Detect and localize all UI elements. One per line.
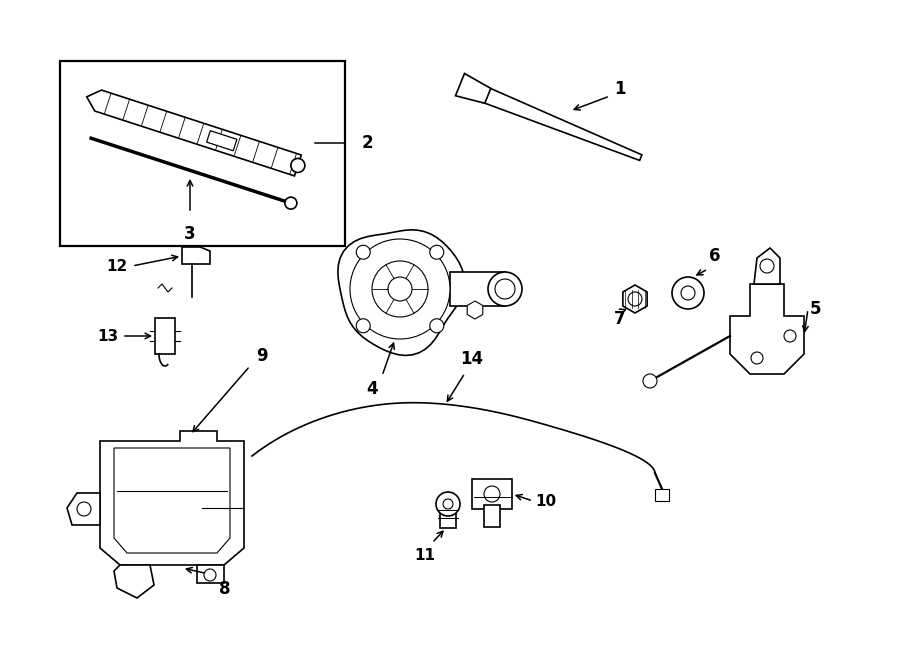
- Circle shape: [484, 486, 500, 502]
- Circle shape: [430, 319, 444, 332]
- Circle shape: [488, 272, 522, 306]
- Polygon shape: [466, 81, 642, 161]
- Circle shape: [436, 492, 460, 516]
- Circle shape: [204, 569, 216, 581]
- Polygon shape: [207, 131, 237, 151]
- Text: 5: 5: [810, 300, 822, 318]
- Polygon shape: [338, 230, 464, 356]
- Polygon shape: [754, 248, 780, 284]
- Circle shape: [443, 499, 453, 509]
- Text: 6: 6: [709, 247, 721, 265]
- Circle shape: [285, 197, 297, 209]
- Circle shape: [760, 259, 774, 273]
- Circle shape: [388, 277, 412, 301]
- Polygon shape: [67, 493, 100, 525]
- Polygon shape: [623, 285, 647, 313]
- Circle shape: [430, 245, 444, 259]
- Circle shape: [628, 292, 642, 306]
- Bar: [484, 505, 500, 527]
- Bar: [655, 489, 669, 501]
- Polygon shape: [197, 565, 224, 583]
- Circle shape: [77, 502, 91, 516]
- Polygon shape: [114, 448, 230, 553]
- Text: 10: 10: [535, 494, 556, 508]
- Polygon shape: [86, 90, 302, 176]
- Text: 1: 1: [614, 80, 626, 98]
- Circle shape: [350, 239, 450, 339]
- Text: 7: 7: [614, 310, 626, 328]
- Circle shape: [356, 319, 370, 332]
- Circle shape: [681, 286, 695, 300]
- Circle shape: [291, 159, 305, 173]
- Text: 12: 12: [107, 258, 128, 274]
- Text: 4: 4: [366, 380, 378, 398]
- Bar: [155, 318, 175, 354]
- Circle shape: [784, 330, 796, 342]
- Text: 8: 8: [220, 580, 230, 598]
- Text: 3: 3: [184, 225, 196, 243]
- Circle shape: [751, 352, 763, 364]
- Text: 13: 13: [97, 329, 118, 344]
- Circle shape: [356, 245, 370, 259]
- Circle shape: [672, 277, 704, 309]
- Text: 14: 14: [461, 350, 483, 368]
- Circle shape: [495, 279, 515, 299]
- Bar: [440, 502, 456, 528]
- Circle shape: [372, 261, 428, 317]
- Text: 9: 9: [256, 347, 268, 365]
- Polygon shape: [467, 301, 482, 319]
- Polygon shape: [730, 284, 804, 374]
- Text: 2: 2: [362, 134, 374, 152]
- Polygon shape: [100, 431, 244, 565]
- Text: 11: 11: [415, 549, 436, 563]
- Circle shape: [643, 374, 657, 388]
- Bar: [472, 479, 512, 509]
- Polygon shape: [114, 565, 154, 598]
- Polygon shape: [182, 247, 210, 264]
- Polygon shape: [455, 73, 490, 103]
- Bar: [450, 272, 505, 306]
- Bar: [60, 61, 345, 246]
